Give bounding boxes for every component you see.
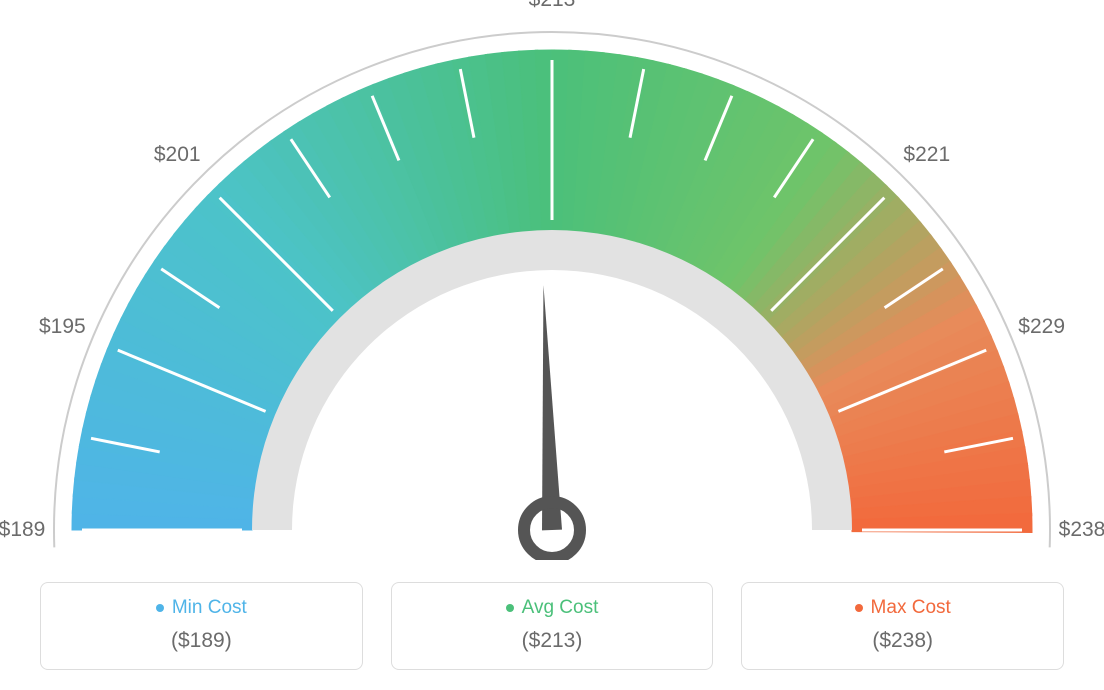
legend-value-max: ($238) [752,629,1053,653]
gauge-area: $189 $195 $201 $213 $221 $229 $238 [0,0,1104,560]
gauge-tick-label: $213 [529,0,576,12]
legend-label-min: Min Cost [51,597,352,619]
legend-value-avg: ($213) [402,629,703,653]
gauge-tick-label: $238 [1059,518,1104,542]
dot-icon [156,604,164,612]
gauge-tick-label: $195 [39,315,86,339]
legend-label-text: Max Cost [871,597,951,619]
legend-card-avg: Avg Cost ($213) [391,582,714,670]
legend-row: Min Cost ($189) Avg Cost ($213) Max Cost… [0,582,1104,670]
dot-icon [506,604,514,612]
gauge-tick-label: $221 [903,143,950,167]
gauge-tick-label: $201 [154,143,201,167]
gauge-svg [0,0,1104,560]
legend-label-max: Max Cost [752,597,1053,619]
gauge-tick-label: $229 [1018,315,1065,339]
legend-label-text: Avg Cost [522,597,599,619]
dot-icon [855,604,863,612]
legend-label-text: Min Cost [172,597,247,619]
legend-label-avg: Avg Cost [402,597,703,619]
gauge-tick-label: $189 [0,518,45,542]
gauge-chart-container: $189 $195 $201 $213 $221 $229 $238 Min Cost ($… [0,0,1104,690]
legend-card-max: Max Cost ($238) [741,582,1064,670]
legend-value-min: ($189) [51,629,352,653]
legend-card-min: Min Cost ($189) [40,582,363,670]
